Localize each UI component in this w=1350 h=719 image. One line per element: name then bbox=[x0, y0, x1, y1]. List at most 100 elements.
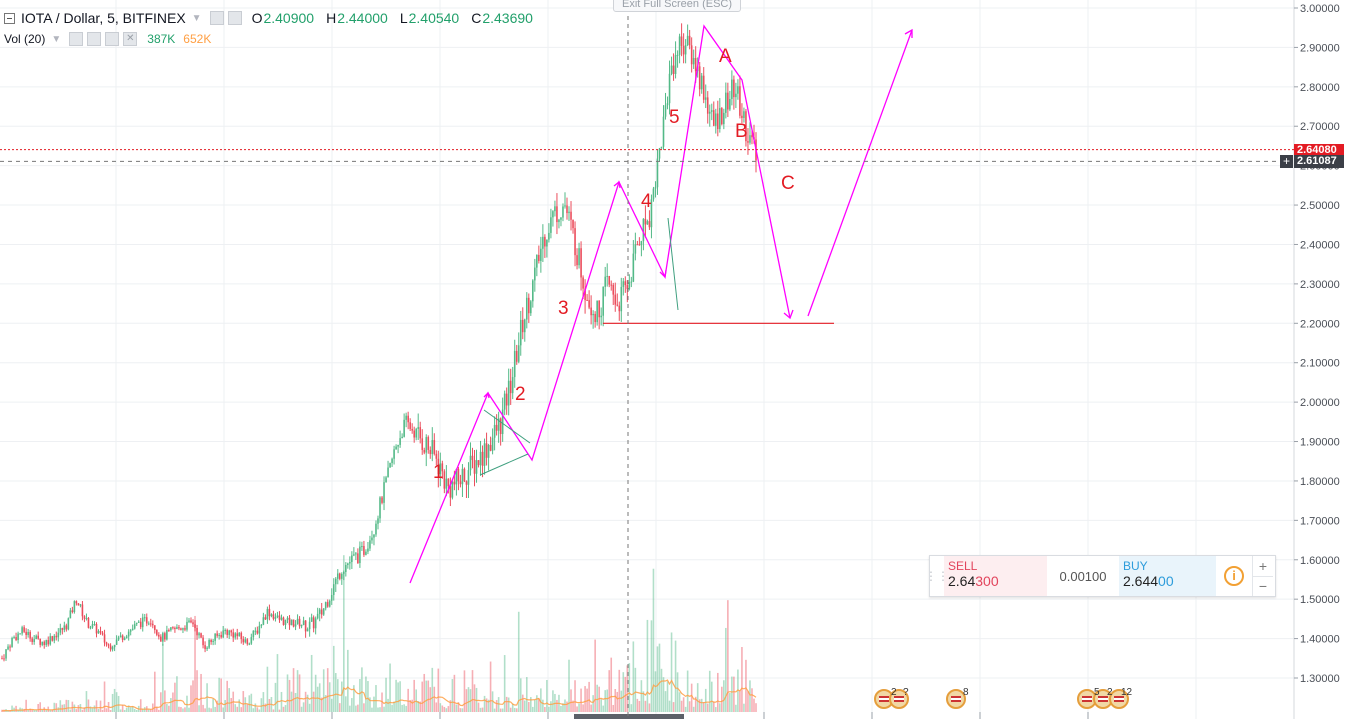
candle-body bbox=[668, 73, 671, 104]
volume-bar bbox=[222, 707, 224, 712]
volume-bar bbox=[212, 698, 214, 712]
increase-button[interactable]: + bbox=[1253, 556, 1273, 577]
gear-icon[interactable] bbox=[227, 11, 242, 25]
candle-body bbox=[310, 617, 313, 622]
volume-bar bbox=[395, 679, 397, 712]
volume-bar bbox=[121, 704, 124, 712]
volume-bar bbox=[465, 689, 468, 712]
symbol-title[interactable]: IOTA / Dollar, 5, BITFINEX bbox=[21, 10, 186, 26]
close-icon[interactable]: ✕ bbox=[123, 32, 138, 46]
collapse-icon[interactable] bbox=[4, 12, 15, 24]
volume-bar bbox=[115, 692, 118, 712]
volume-bar bbox=[202, 704, 204, 712]
candle-body bbox=[280, 617, 283, 620]
candle-body bbox=[246, 639, 249, 644]
candle-body bbox=[530, 301, 532, 314]
candle-body bbox=[13, 637, 15, 639]
candle-body bbox=[188, 620, 190, 622]
buy-price-main: 2.644 bbox=[1123, 573, 1159, 589]
volume-bar bbox=[658, 643, 661, 712]
volume-value: 387K bbox=[147, 32, 176, 46]
volume-bar bbox=[168, 705, 170, 712]
settings-icon[interactable] bbox=[105, 32, 120, 46]
volume-bar bbox=[461, 708, 464, 712]
candle-body bbox=[69, 610, 72, 619]
candle-body bbox=[85, 618, 88, 620]
candle-body bbox=[208, 640, 210, 648]
exit-fullscreen-banner[interactable]: Exit Full Screen (ESC) bbox=[613, 0, 741, 12]
drag-handle[interactable]: ⋮⋮ bbox=[925, 569, 949, 583]
volume-bar bbox=[694, 696, 697, 712]
candle-body bbox=[53, 635, 56, 641]
candle-body bbox=[578, 248, 580, 266]
volume-bar bbox=[133, 708, 136, 712]
volume-bar bbox=[572, 700, 574, 712]
y-tick-label: 2.10000 bbox=[1300, 358, 1340, 370]
chevron-down-icon[interactable]: ▼ bbox=[51, 33, 62, 45]
economic-event-icon[interactable] bbox=[1109, 689, 1129, 709]
candle-body bbox=[618, 305, 621, 312]
volume-bar bbox=[590, 704, 592, 712]
volume-bar bbox=[314, 674, 317, 712]
volume-bar bbox=[523, 700, 526, 712]
candle-body bbox=[152, 623, 154, 626]
volume-ma-value: 652K bbox=[183, 32, 212, 46]
eye-icon[interactable] bbox=[209, 11, 224, 25]
candle-body bbox=[606, 275, 609, 277]
candle-body bbox=[71, 610, 74, 613]
candle-body bbox=[511, 377, 514, 394]
volume-bar bbox=[509, 707, 512, 712]
candle-body bbox=[284, 619, 287, 625]
volume-bar bbox=[41, 710, 44, 712]
candle-body bbox=[312, 617, 315, 629]
arrow-head bbox=[483, 391, 490, 399]
candle-body bbox=[592, 313, 594, 316]
candle-body bbox=[574, 228, 576, 256]
candle-body bbox=[324, 602, 327, 609]
candle-body bbox=[334, 578, 337, 585]
candle-body bbox=[714, 113, 717, 126]
volume-bar bbox=[272, 709, 275, 712]
volume-bar bbox=[361, 667, 363, 712]
sell-button[interactable]: SELL 2.64300 bbox=[944, 556, 1047, 596]
candle-body bbox=[336, 573, 339, 579]
candle-body bbox=[634, 244, 637, 254]
candle-body bbox=[517, 345, 520, 362]
volume-bar bbox=[266, 666, 269, 712]
candle-body bbox=[564, 205, 566, 207]
info-button[interactable]: i bbox=[1216, 556, 1252, 596]
chevron-down-icon[interactable]: ▼ bbox=[191, 12, 202, 24]
candle-body bbox=[75, 601, 78, 604]
candle-body bbox=[658, 148, 661, 159]
price-axis[interactable]: 3.000002.900002.800002.700002.600002.500… bbox=[115, 0, 1340, 719]
candle-body bbox=[712, 110, 715, 126]
volume-bar bbox=[77, 705, 80, 712]
volume-bar bbox=[81, 709, 84, 712]
quantity-stepper: + − bbox=[1252, 556, 1273, 596]
eye-icon[interactable] bbox=[69, 32, 84, 46]
gear-icon[interactable] bbox=[87, 32, 102, 46]
add-alert-button[interactable]: + bbox=[1280, 155, 1293, 168]
volume-bar bbox=[562, 703, 564, 712]
volume-bar bbox=[109, 710, 112, 712]
candle-body bbox=[182, 628, 184, 630]
candle-body bbox=[497, 418, 500, 431]
volume-bar bbox=[316, 686, 319, 712]
candle-body bbox=[180, 628, 182, 630]
candle-body bbox=[212, 640, 214, 642]
candle-body bbox=[210, 640, 212, 642]
candle-body bbox=[525, 297, 528, 320]
volume-bar bbox=[328, 682, 331, 712]
volume-label[interactable]: Vol (20) bbox=[4, 32, 46, 46]
volume-bar bbox=[731, 676, 733, 712]
candle-body bbox=[288, 617, 291, 626]
decrease-button[interactable]: − bbox=[1258, 578, 1268, 595]
candle-body bbox=[688, 35, 691, 46]
buy-label: BUY bbox=[1123, 559, 1148, 573]
volume-bar bbox=[268, 699, 271, 712]
y-tick-label: 1.40000 bbox=[1300, 634, 1340, 646]
economic-event-icon[interactable] bbox=[946, 689, 966, 709]
buy-button[interactable]: BUY 2.64400 bbox=[1119, 556, 1216, 596]
economic-event-icon[interactable] bbox=[889, 689, 909, 709]
